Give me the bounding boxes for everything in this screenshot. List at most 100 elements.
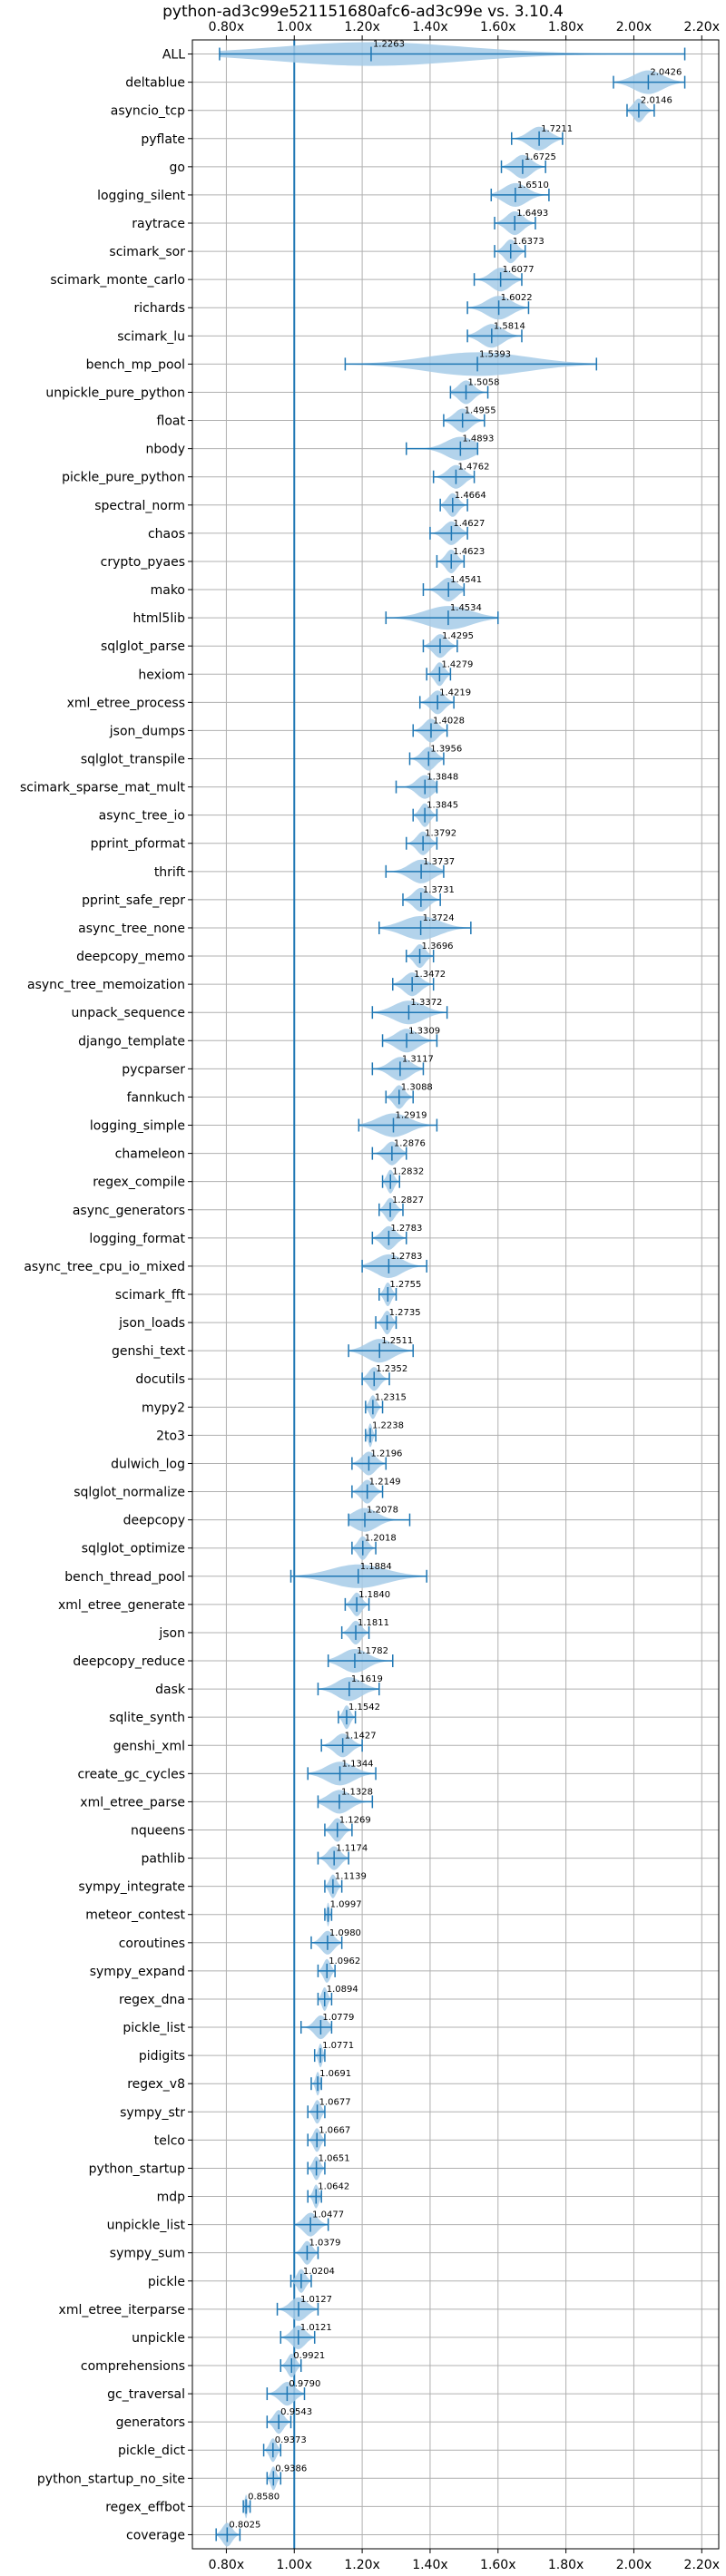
benchmark-label: async_tree_memoization xyxy=(27,978,185,992)
value-label: 2.0146 xyxy=(641,96,672,106)
chart-title: python-ad3c99e521151680afc6-ad3c99e vs. … xyxy=(162,3,564,21)
grid-layer xyxy=(192,40,719,2549)
value-label: 1.0127 xyxy=(300,2295,332,2305)
benchmark-label: regex_compile xyxy=(93,1176,185,1190)
top-tick-label: 1.20x xyxy=(344,20,379,34)
benchmark-label: python_startup_no_site xyxy=(37,2472,185,2486)
value-label: 1.0667 xyxy=(319,2125,350,2135)
benchmark-label: bench_thread_pool xyxy=(64,1570,185,1585)
benchmark-label: crypto_pyaes xyxy=(101,555,185,570)
top-tick-label: 1.80x xyxy=(548,20,584,34)
label-layer: ALL 1.2263 deltablue 2.0426 asyncio_tcp 2.014… xyxy=(20,40,682,2543)
value-label: 1.0121 xyxy=(300,2323,332,2333)
value-label: 1.4279 xyxy=(441,659,473,669)
benchmark-label: unpack_sequence xyxy=(72,1006,185,1020)
value-label: 1.0379 xyxy=(309,2239,340,2249)
value-label: 0.8025 xyxy=(229,2520,260,2530)
benchmark-label: bench_mp_pool xyxy=(86,357,185,372)
benchmark-label: genshi_text xyxy=(112,1344,186,1359)
value-label: 1.0894 xyxy=(327,1985,358,1995)
benchmark-label: scimark_fft xyxy=(115,1288,186,1303)
benchmark-label: pidigits xyxy=(139,2049,185,2064)
benchmark-label: chaos xyxy=(148,527,185,542)
benchmark-label: mypy2 xyxy=(142,1400,185,1415)
benchmark-label: sqlglot_transpile xyxy=(81,753,185,767)
benchmark-label: sympy_str xyxy=(120,2105,185,2120)
benchmark-label: sympy_sum xyxy=(110,2247,185,2261)
benchmark-label: docutils xyxy=(135,1372,185,1387)
value-label: 1.7211 xyxy=(541,124,573,134)
benchmark-label: create_gc_cycles xyxy=(77,1767,185,1781)
value-label: 1.0997 xyxy=(330,1900,362,1910)
value-label: 1.1811 xyxy=(358,1618,389,1628)
benchmark-label: sqlite_synth xyxy=(109,1711,185,1725)
benchmark-label: async_generators xyxy=(73,1204,185,1218)
bottom-tick-label: 1.80x xyxy=(548,2558,584,2572)
benchmark-label: mdp xyxy=(157,2191,186,2205)
value-label: 1.0779 xyxy=(322,2013,354,2023)
value-label: 1.3737 xyxy=(423,857,455,867)
value-label: 1.2735 xyxy=(389,1308,421,1318)
benchmark-label: pickle_dict xyxy=(118,2444,186,2458)
benchmark-label: pickle_list xyxy=(123,2021,185,2035)
benchmark-label: sqlglot_optimize xyxy=(82,1542,185,1556)
bottom-tick-label: 1.40x xyxy=(412,2558,447,2572)
benchmark-label: coverage xyxy=(126,2528,185,2542)
benchmark-label: xml_etree_parse xyxy=(80,1795,185,1810)
value-label: 0.8580 xyxy=(248,2492,280,2502)
value-label: 1.2263 xyxy=(373,40,405,50)
benchmark-label: xml_etree_process xyxy=(67,696,185,710)
benchmark-label: scimark_monte_carlo xyxy=(50,273,185,288)
benchmark-label: xml_etree_generate xyxy=(58,1598,185,1613)
benchmark-label: nqueens xyxy=(131,1823,185,1838)
value-label: 1.2783 xyxy=(390,1224,422,1234)
value-label: 1.1884 xyxy=(360,1562,392,1572)
benchmark-label: meteor_contest xyxy=(85,1908,185,1923)
value-label: 1.4664 xyxy=(455,491,486,501)
value-label: 1.6373 xyxy=(513,237,544,247)
benchmark-label: scimark_sparse_mat_mult xyxy=(20,781,185,795)
benchmark-label: xml_etree_iterparse xyxy=(59,2303,185,2317)
benchmark-label: go xyxy=(170,161,185,175)
benchmark-label: sqlglot_normalize xyxy=(74,1486,185,1500)
value-label: 1.3956 xyxy=(430,745,462,755)
benchmark-label: generators xyxy=(116,2415,185,2430)
value-label: 1.4955 xyxy=(465,406,496,416)
benchmark-label: json_loads xyxy=(118,1316,185,1331)
benchmark-label: pathlib xyxy=(142,1852,186,1867)
value-label: 1.0980 xyxy=(329,1928,361,1938)
value-label: 1.3088 xyxy=(401,1082,433,1092)
value-label: 1.3792 xyxy=(425,829,456,839)
value-label: 1.3309 xyxy=(408,1026,440,1036)
top-tick-label: 2.20x xyxy=(684,20,720,34)
value-label: 1.2827 xyxy=(392,1195,424,1205)
value-label: 1.0651 xyxy=(319,2153,350,2163)
value-label: 1.2315 xyxy=(375,1392,407,1402)
value-label: 1.1328 xyxy=(341,1787,373,1797)
top-tick-label: 0.80x xyxy=(209,20,244,34)
benchmark-label: pickle xyxy=(148,2275,185,2289)
benchmark-label: comprehensions xyxy=(81,2359,185,2374)
value-label: 1.2783 xyxy=(390,1252,422,1262)
bottom-tick-label: 2.20x xyxy=(684,2558,720,2572)
bottom-tick-label: 2.00x xyxy=(616,2558,652,2572)
benchmark-label: nbody xyxy=(146,443,186,457)
bottom-tick-label: 0.80x xyxy=(209,2558,244,2572)
benchmark-label: coroutines xyxy=(119,1937,185,1951)
value-label: 1.2755 xyxy=(389,1280,421,1290)
top-tick-label: 2.00x xyxy=(616,20,652,34)
value-label: 1.6725 xyxy=(525,152,556,162)
benchmark-label: sympy_expand xyxy=(90,1965,185,1979)
benchmark-label: pprint_pformat xyxy=(91,837,186,852)
value-label: 1.4762 xyxy=(457,463,489,473)
benchmark-label: spectral_norm xyxy=(94,499,185,513)
axis-layer: 0.80x 0.80x 1.00x 1.00x 1.20x 1.20x 1.40x 1.40x… xyxy=(188,20,720,2572)
value-label: 1.3372 xyxy=(410,998,442,1008)
value-label: 1.6077 xyxy=(503,265,535,275)
benchmark-label: pickle_pure_python xyxy=(62,471,185,485)
benchmark-label: json_dumps xyxy=(109,724,185,738)
value-label: 1.0477 xyxy=(312,2210,344,2220)
value-label: 1.1269 xyxy=(339,1815,371,1825)
value-label: 1.3472 xyxy=(414,970,446,980)
